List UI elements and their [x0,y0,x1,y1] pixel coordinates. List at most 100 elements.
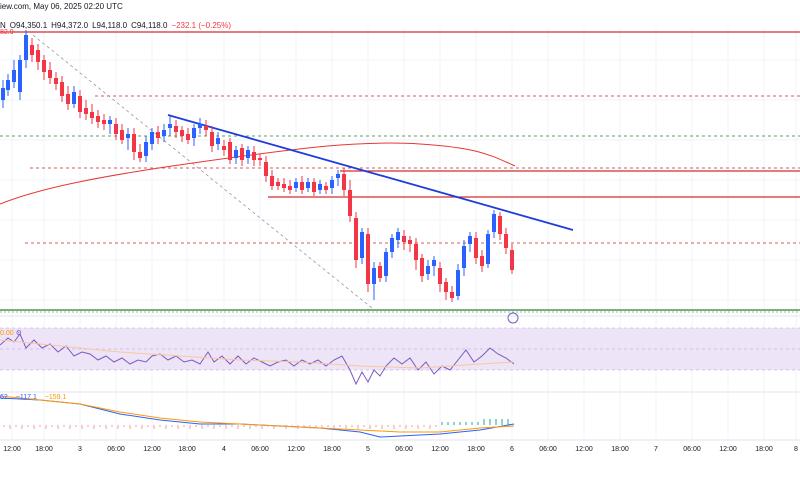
macd-value-3: −159.1 [44,394,67,401]
time-tick-label: 12:00 [287,446,305,453]
candle-body [186,134,190,140]
candle-body [456,270,460,296]
candle-body [246,150,250,158]
candle-body [228,142,232,160]
candle-body [408,240,412,244]
macd-value-1: 62 [0,394,8,401]
settings-icon[interactable]: ⚙ [15,330,22,337]
bearish-trendline [167,114,574,231]
time-tick-label: 18:00 [755,446,773,453]
candle-body [360,232,364,258]
candle-body [474,238,478,258]
candle-body [264,162,268,176]
ohlc-prefix: N [0,21,6,30]
candle-body [78,96,82,112]
candle-body [72,92,76,104]
candle-body [216,138,220,144]
macd-values: 62 −117.1 −159.1 [0,394,66,401]
candle-body [276,182,280,186]
candle-body [372,268,376,284]
candle-body [414,244,418,260]
candle-body [90,112,94,118]
candle-body [258,158,262,160]
candle-body [450,292,454,298]
time-tick-label: 6 [510,446,514,453]
candle-body [24,35,28,60]
time-tick-label: 18:00 [323,446,341,453]
candle-body [288,186,292,190]
ohlc-change: −232.1 (−0.25%) [171,21,232,30]
time-tick-label: 18:00 [178,446,196,453]
candle-body [384,252,388,276]
candle-body [168,124,172,128]
candle-body [60,82,64,96]
ohlc-legend: N O94,350.1 H94,372.0 L94,118.0 C94,118.0 −23… [0,21,235,30]
candle-body [6,80,10,90]
candle-body [492,214,496,232]
candle-body [444,282,448,292]
candle-body [420,258,424,276]
candle-body [126,134,130,138]
rsi-ma-line [0,339,515,369]
ohlc-open: O94,350.1 [9,21,48,30]
rsi-line [0,333,515,386]
candle-body [12,70,16,82]
candle-body [426,266,430,274]
candle-body [192,128,196,138]
candle-body [30,45,34,55]
candle-body [324,186,328,190]
time-tick-label: 5 [366,446,370,453]
candle-body [294,182,298,188]
candle-body [252,152,256,160]
time-tick-label: 18:00 [467,446,485,453]
time-tick-label: 06:00 [251,446,269,453]
candle-body [138,152,142,158]
candle-body [240,148,244,160]
rsi-value: 0.00 ⚙ [0,330,22,337]
candle-body [342,174,346,190]
candle-body [48,70,52,78]
ohlc-close: C94,118.0 [131,21,168,30]
time-tick-label: 06:00 [683,446,701,453]
candle-body [204,126,208,130]
candle-body [156,132,160,138]
time-tick-label: 12:00 [575,446,593,453]
candle-body [282,184,286,188]
candle-body [1,88,5,100]
chart-source-title: iew.com, May 06, 2025 02:20 UTC [0,2,123,11]
candle-body [348,190,352,216]
candle-body [366,234,370,284]
candle-body [198,124,202,128]
candle-body [108,120,112,124]
candle-body [468,236,472,244]
diagonal-guide [32,34,373,309]
ohlc-low: L94,118.0 [92,21,128,30]
candle-body [270,176,274,186]
candle-body [180,130,184,136]
candle-body [462,246,466,268]
candle-body [36,50,40,62]
candle-body [150,132,154,144]
candle-body [174,126,178,132]
candle-body [102,120,106,124]
candle-body [390,238,394,252]
candle-body [486,234,490,264]
candle-body [18,60,22,92]
candle-body [144,142,148,156]
time-tick-label: 06:00 [107,446,125,453]
time-tick-label: 12:00 [3,446,21,453]
price-label-fragment: 82.9 [0,29,14,36]
candle-body [402,236,406,242]
time-tick-label: 12:00 [431,446,449,453]
candle-body [306,182,310,188]
macd-signal-line [0,395,515,433]
candle-body [114,124,118,134]
time-tick-label: 18:00 [611,446,629,453]
time-tick-label: 12:00 [143,446,161,453]
candle-body [504,234,508,248]
candle-body [330,180,334,188]
time-tick-label: 8 [794,446,798,453]
candle-body [132,134,136,152]
